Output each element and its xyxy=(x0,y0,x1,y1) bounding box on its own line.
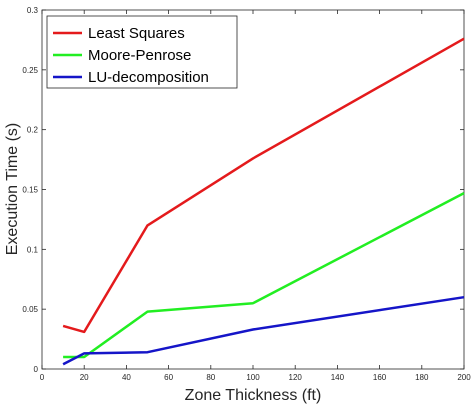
y-tick-label: 0.2 xyxy=(27,126,39,135)
y-tick-label: 0 xyxy=(34,365,39,374)
legend-label-moore-penrose: Moore-Penrose xyxy=(88,47,191,64)
y-tick-label: 0.15 xyxy=(22,186,38,195)
y-tick-label: 0.1 xyxy=(27,245,39,254)
legend-label-lu-decomposition: LU-decomposition xyxy=(88,69,209,86)
x-tick-label: 160 xyxy=(373,373,387,382)
x-tick-label: 140 xyxy=(331,373,345,382)
x-tick-label: 0 xyxy=(40,373,45,382)
series-line-least-squares xyxy=(62,37,465,334)
x-tick-label: 20 xyxy=(80,373,89,382)
series-lines xyxy=(62,37,465,366)
x-tick-label: 180 xyxy=(415,373,429,382)
y-axis-label: Execution Time (s) xyxy=(4,123,21,255)
y-tick-label: 0.3 xyxy=(27,6,39,15)
x-tick-label: 100 xyxy=(246,373,260,382)
y-tick-label: 0.25 xyxy=(22,66,38,75)
x-axis-label: Zone Thickness (ft) xyxy=(185,387,322,404)
legend-label-least-squares: Least Squares xyxy=(88,25,185,42)
x-tick-label: 40 xyxy=(122,373,131,382)
x-tick-label: 60 xyxy=(164,373,173,382)
x-axis-ticks: 0 20 40 60 80 100 120 140 160 180 200 xyxy=(40,10,471,382)
x-tick-label: 200 xyxy=(457,373,471,382)
legend: Least Squares Moore-Penrose LU-decompositi… xyxy=(46,15,238,89)
series-line-lu-decomposition xyxy=(62,295,465,366)
x-tick-label: 80 xyxy=(206,373,215,382)
y-axis-ticks: 0 0.05 0.1 0.15 0.2 0.25 0.3 xyxy=(22,6,464,374)
x-tick-label: 120 xyxy=(289,373,303,382)
y-tick-label: 0.05 xyxy=(22,305,38,314)
